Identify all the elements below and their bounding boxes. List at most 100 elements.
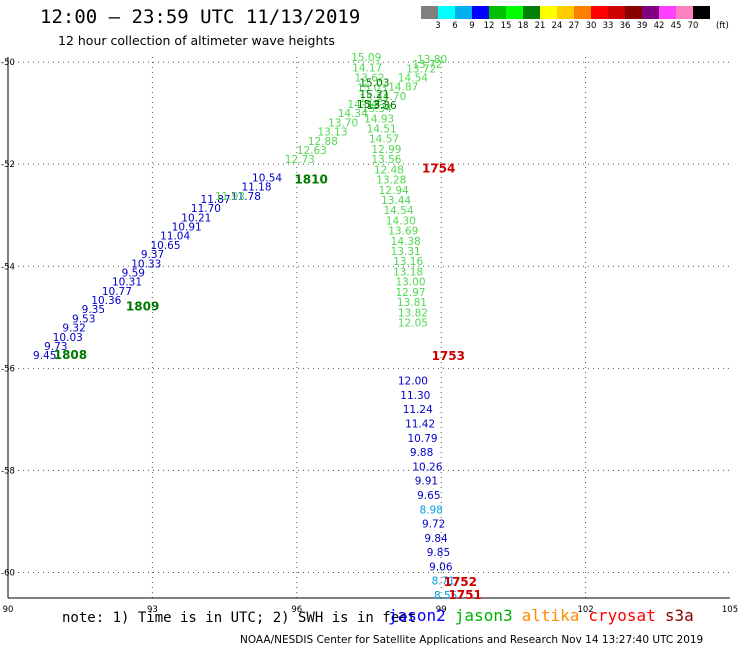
map-frame — [7, 57, 730, 599]
wave-height-value: 13.44 — [381, 195, 411, 207]
color-scale-label: 12 — [483, 21, 495, 31]
wave-height-value: 13.28 — [376, 175, 406, 187]
wave-height-value: 9.84 — [424, 533, 448, 545]
wave-height-value: 14.87 — [388, 82, 418, 94]
wave-height-value: 13.36 — [367, 100, 397, 112]
wave-height-value: 11.18 — [241, 182, 271, 194]
wave-height-value: 10.77 — [102, 286, 132, 298]
wave-height-value: 14.30 — [386, 215, 416, 227]
wave-height-value: 12.63 — [297, 145, 327, 157]
wave-height-value: 15.09 — [351, 52, 381, 64]
latitude-tick-label: -52 — [1, 160, 15, 170]
wave-height-value: 11.24 — [403, 404, 433, 416]
color-swatch — [642, 6, 659, 19]
color-scale-label: 30 — [585, 21, 597, 31]
wave-height-value: 14.54 — [347, 99, 377, 111]
map-tick-labels: 90 93 96 99 102 105 -50 -52 -54 -56 -58 -60 — [1, 58, 738, 615]
wave-height-value: 11.70 — [191, 203, 221, 215]
wave-height-value: 10.21 — [181, 212, 211, 224]
wave-height-value: 9.59 — [122, 267, 145, 279]
wave-height-value: 9.72 — [422, 519, 445, 531]
color-swatch — [523, 6, 540, 19]
color-scale-label: 45 — [670, 21, 682, 31]
color-scale-label: 33 — [602, 21, 614, 31]
color-swatch — [540, 6, 557, 19]
wave-height-value: 13.00 — [395, 277, 425, 289]
wave-height-value: 10.54 — [252, 173, 282, 185]
wave-height-value: 9.88 — [410, 447, 433, 459]
wave-height-value: 14.57 — [369, 134, 399, 146]
latitude-tick-label: -54 — [1, 262, 15, 272]
wave-height-value: 12.94 — [379, 185, 409, 197]
wave-height-value: 13.62 — [355, 72, 385, 84]
longitude-tick-label: 105 — [722, 605, 738, 615]
pass-time-label: 1753 — [432, 349, 465, 363]
satellite-legend-cryosat: cryosat — [588, 606, 656, 625]
wave-height-value: 9.91 — [415, 476, 438, 488]
pass-time-label: 1751 — [448, 588, 481, 602]
footer-credit: NOAA/NESDIS Center for Satellite Applica… — [240, 634, 704, 646]
wave-height-value: 12.97 — [395, 287, 425, 299]
wave-height-value: 11.87 — [201, 194, 231, 206]
color-swatch — [506, 6, 523, 19]
color-scale-label: 6 — [452, 21, 458, 31]
wave-height-value: 10.91 — [172, 222, 202, 234]
color-scale-label: 70 — [687, 21, 699, 31]
color-scale-label: 18 — [517, 21, 529, 31]
satellite-legend: jason2 jason3 altika cryosat s3a — [388, 606, 703, 625]
wave-height-value: 10.26 — [412, 461, 442, 473]
wave-height-value: 9.37 — [141, 249, 164, 261]
wave-height-value: 13.56 — [371, 154, 401, 166]
color-swatch — [489, 6, 506, 19]
wave-height-value: 11.30 — [400, 390, 430, 402]
pass-time-label: 1808 — [54, 348, 87, 362]
wave-height-value: 10.31 — [112, 277, 142, 289]
color-swatch — [659, 6, 676, 19]
wave-height-value: 15.03 — [359, 78, 389, 90]
wave-height-value: 13.16 — [393, 256, 423, 268]
color-swatch — [625, 6, 642, 19]
wave-height-value: 13.70 — [328, 117, 358, 129]
wave-height-value: 11.93 — [215, 191, 245, 203]
latitude-tick-label: -60 — [1, 568, 15, 578]
color-scale-unit: (ft) — [716, 21, 729, 31]
wave-height-value: 8.71 — [432, 576, 455, 588]
wave-height-value: 14.34 — [338, 108, 368, 120]
wave-height-value: 15.34 — [362, 103, 392, 115]
color-swatch — [421, 6, 438, 19]
color-scale-label: 42 — [653, 21, 665, 31]
wave-height-value: 15.21 — [359, 93, 389, 105]
color-scale-label: 36 — [619, 21, 631, 31]
wave-height-value: 13.13 — [317, 127, 347, 139]
wave-height-value: 12.88 — [308, 136, 338, 148]
wave-height-value: 10.65 — [150, 240, 180, 252]
satellite-legend-s3a: s3a — [664, 606, 694, 625]
color-swatch — [608, 6, 625, 19]
longitude-tick-label: 90 — [3, 605, 14, 615]
color-scale-label: 39 — [636, 21, 648, 31]
longitude-tick-label: 99 — [436, 605, 447, 615]
wave-height-value: 14.70 — [376, 91, 406, 103]
color-scale-label: 27 — [568, 21, 580, 31]
wave-height-value: 10.36 — [91, 295, 121, 307]
satellite-legend-altika: altika — [521, 606, 580, 625]
latitude-tick-label: -50 — [1, 58, 15, 68]
note-text: note: 1) Time is in UTC; 2) SWH is in fe… — [62, 610, 417, 626]
wave-height-value: 14.17 — [352, 62, 382, 74]
wave-height-value: 13.80 — [417, 54, 447, 66]
color-scale-label: 9 — [469, 21, 475, 31]
pass-time-label: 1754 — [422, 161, 455, 175]
color-scale-label: 3 — [435, 21, 441, 31]
wave-height-value: 14.51 — [367, 124, 397, 136]
longitude-tick-label: 93 — [147, 605, 158, 615]
wave-height-value: 14.54 — [383, 205, 413, 217]
wave-height-value: 14.38 — [391, 236, 421, 248]
wave-height-value: 11.78 — [231, 191, 261, 203]
wave-height-value: 15.03 — [357, 83, 387, 95]
satellite-legend-jason3: jason3 — [454, 606, 513, 625]
wave-height-value: 13.81 — [397, 297, 427, 309]
color-swatch — [574, 6, 591, 19]
